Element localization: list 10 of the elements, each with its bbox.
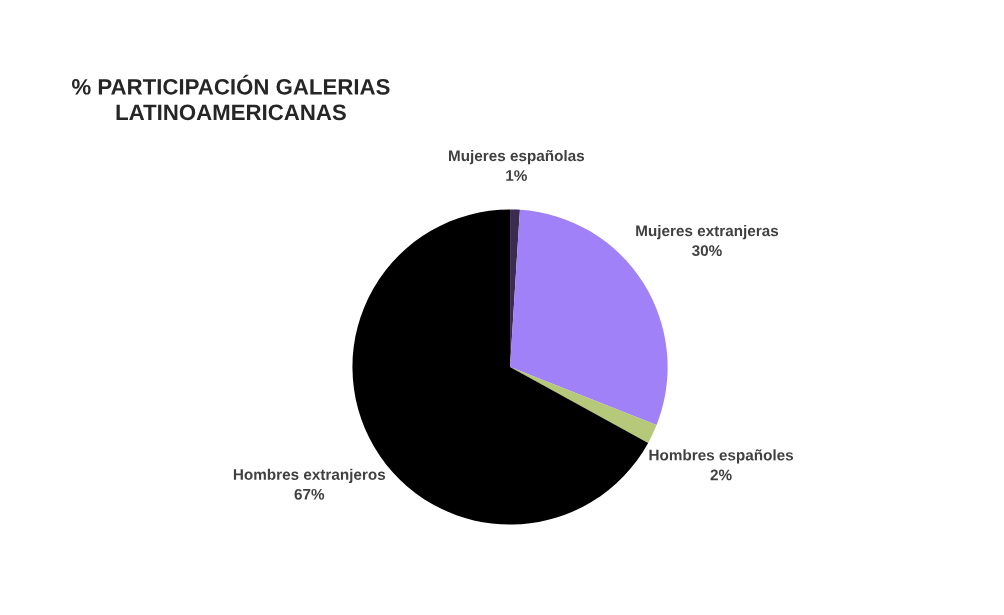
slice-label: Mujeres extranjeras	[636, 225, 779, 240]
pie-slice	[510, 367, 657, 443]
data-label: 2%	[710, 469, 732, 481]
slice-label: Hombres extranjeros	[233, 468, 386, 483]
data-label: 1%	[506, 170, 527, 181]
slice-label: Mujeres españolas	[448, 149, 585, 165]
data-label: 30%	[692, 245, 722, 257]
data-label: 67%	[294, 488, 325, 500]
slice-label: Hombres españoles	[649, 449, 794, 464]
chart-title: % PARTICIPACIÓN GALERIAS LATINOAMERICANAS	[71, 74, 390, 121]
